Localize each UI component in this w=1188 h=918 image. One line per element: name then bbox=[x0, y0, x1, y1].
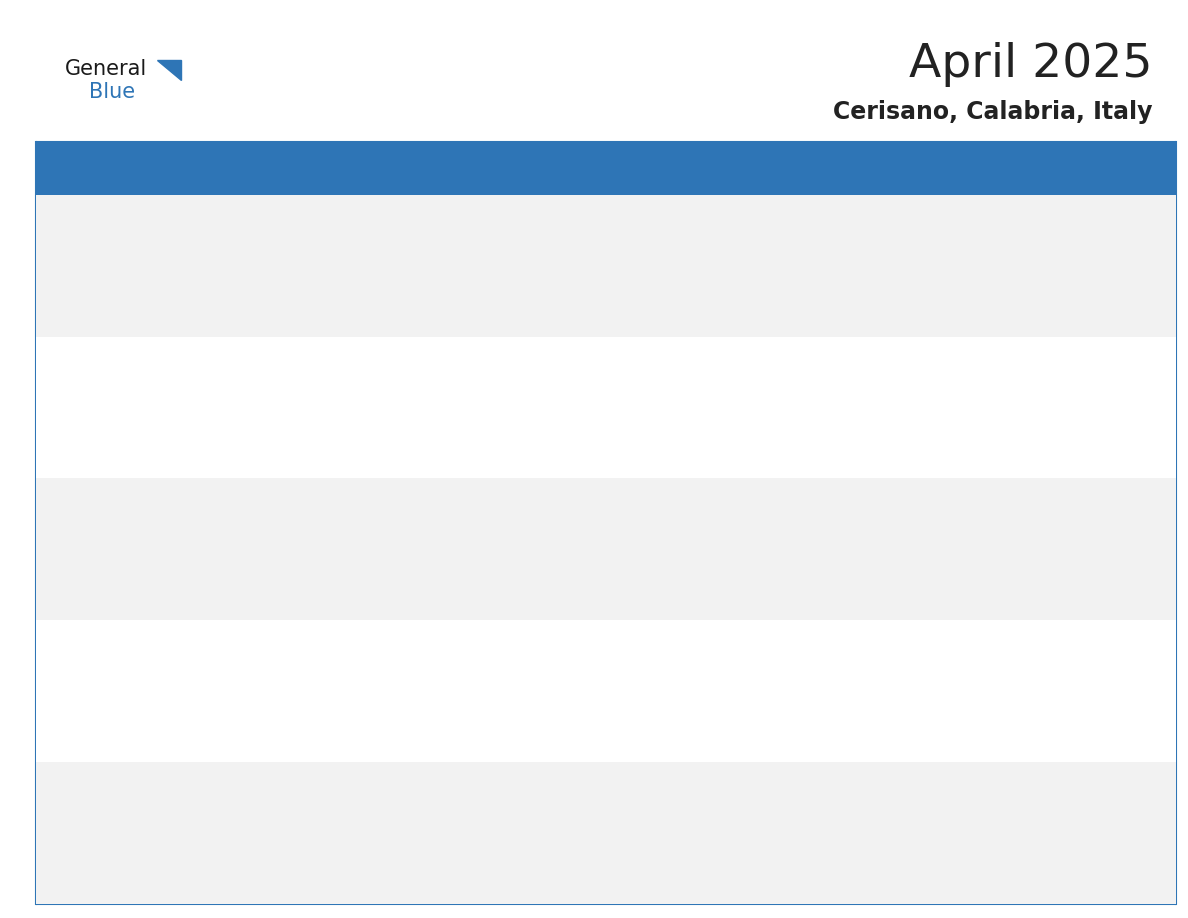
Text: 29: 29 bbox=[369, 768, 390, 784]
Text: Sunrise: 6:11 AM
Sunset: 7:37 PM
Daylight: 13 hours
and 25 minutes.: Sunrise: 6:11 AM Sunset: 7:37 PM Dayligh… bbox=[44, 644, 145, 694]
Text: Sunrise: 6:05 AM
Sunset: 7:41 PM
Daylight: 13 hours
and 35 minutes.: Sunrise: 6:05 AM Sunset: 7:41 PM Dayligh… bbox=[696, 644, 796, 694]
Text: Sunrise: 6:25 AM
Sunset: 7:27 PM
Daylight: 13 hours
and 1 minute.: Sunrise: 6:25 AM Sunset: 7:27 PM Dayligh… bbox=[696, 360, 796, 410]
Text: Sunrise: 6:20 AM
Sunset: 7:31 PM
Daylight: 13 hours
and 11 minutes.: Sunrise: 6:20 AM Sunset: 7:31 PM Dayligh… bbox=[207, 501, 308, 553]
Text: 8: 8 bbox=[369, 343, 379, 358]
Text: Sunrise: 5:58 AM
Sunset: 7:46 PM
Daylight: 13 hours
and 48 minutes.: Sunrise: 5:58 AM Sunset: 7:46 PM Dayligh… bbox=[532, 785, 633, 836]
Text: Sunrise: 6:15 AM
Sunset: 7:34 PM
Daylight: 13 hours
and 18 minutes.: Sunrise: 6:15 AM Sunset: 7:34 PM Dayligh… bbox=[696, 501, 796, 553]
Text: Blue: Blue bbox=[89, 82, 135, 102]
Text: Sunrise: 6:09 AM
Sunset: 7:38 PM
Daylight: 13 hours
and 28 minutes.: Sunrise: 6:09 AM Sunset: 7:38 PM Dayligh… bbox=[207, 644, 308, 694]
Text: April 2025: April 2025 bbox=[909, 41, 1152, 87]
Text: 9: 9 bbox=[532, 343, 543, 358]
Text: 17: 17 bbox=[696, 485, 715, 500]
Text: Sunrise: 6:12 AM
Sunset: 7:36 PM
Daylight: 13 hours
and 23 minutes.: Sunrise: 6:12 AM Sunset: 7:36 PM Dayligh… bbox=[1022, 501, 1121, 553]
Text: Sunrise: 6:17 AM
Sunset: 7:33 PM
Daylight: 13 hours
and 16 minutes.: Sunrise: 6:17 AM Sunset: 7:33 PM Dayligh… bbox=[532, 501, 633, 553]
Text: 5: 5 bbox=[1022, 201, 1031, 216]
Text: 27: 27 bbox=[44, 768, 63, 784]
Text: 24: 24 bbox=[696, 627, 715, 642]
Text: Sunrise: 6:32 AM
Sunset: 7:23 PM
Daylight: 12 hours
and 51 minutes.: Sunrise: 6:32 AM Sunset: 7:23 PM Dayligh… bbox=[44, 360, 145, 410]
Text: Friday: Friday bbox=[859, 162, 901, 175]
Text: 18: 18 bbox=[859, 485, 878, 500]
Text: Sunrise: 5:59 AM
Sunset: 7:46 PM
Daylight: 13 hours
and 46 minutes.: Sunrise: 5:59 AM Sunset: 7:46 PM Dayligh… bbox=[369, 785, 470, 836]
Text: 1: 1 bbox=[369, 201, 379, 216]
Text: 3: 3 bbox=[696, 201, 706, 216]
Text: Sunrise: 6:24 AM
Sunset: 7:28 PM
Daylight: 13 hours
and 3 minutes.: Sunrise: 6:24 AM Sunset: 7:28 PM Dayligh… bbox=[859, 360, 959, 410]
Text: 26: 26 bbox=[1022, 627, 1041, 642]
Text: 13: 13 bbox=[44, 485, 63, 500]
Text: Sunrise: 6:27 AM
Sunset: 7:26 PM
Daylight: 12 hours
and 58 minutes.: Sunrise: 6:27 AM Sunset: 7:26 PM Dayligh… bbox=[532, 360, 633, 410]
Text: 25: 25 bbox=[859, 627, 878, 642]
Text: 20: 20 bbox=[44, 627, 63, 642]
Text: Monday: Monday bbox=[207, 162, 261, 175]
Text: 15: 15 bbox=[369, 485, 388, 500]
Text: Sunrise: 6:07 AM
Sunset: 7:40 PM
Daylight: 13 hours
and 32 minutes.: Sunrise: 6:07 AM Sunset: 7:40 PM Dayligh… bbox=[532, 644, 633, 694]
Text: Sunrise: 6:35 AM
Sunset: 7:21 PM
Daylight: 12 hours
and 46 minutes.: Sunrise: 6:35 AM Sunset: 7:21 PM Dayligh… bbox=[859, 218, 959, 268]
Text: Sunrise: 6:22 AM
Sunset: 7:29 PM
Daylight: 13 hours
and 6 minutes.: Sunrise: 6:22 AM Sunset: 7:29 PM Dayligh… bbox=[1022, 360, 1121, 410]
Text: 11: 11 bbox=[859, 343, 878, 358]
Text: 14: 14 bbox=[207, 485, 226, 500]
Text: Tuesday: Tuesday bbox=[369, 162, 426, 175]
Text: Cerisano, Calabria, Italy: Cerisano, Calabria, Italy bbox=[833, 100, 1152, 124]
Text: General: General bbox=[65, 59, 147, 79]
Text: 4: 4 bbox=[859, 201, 868, 216]
Text: Sunrise: 6:30 AM
Sunset: 7:24 PM
Daylight: 12 hours
and 53 minutes.: Sunrise: 6:30 AM Sunset: 7:24 PM Dayligh… bbox=[207, 360, 308, 410]
Text: Thursday: Thursday bbox=[696, 162, 760, 175]
Text: 23: 23 bbox=[532, 627, 552, 642]
Text: Sunday: Sunday bbox=[44, 162, 96, 175]
Text: Sunrise: 6:14 AM
Sunset: 7:35 PM
Daylight: 13 hours
and 20 minutes.: Sunrise: 6:14 AM Sunset: 7:35 PM Dayligh… bbox=[859, 501, 959, 553]
Text: Sunrise: 6:39 AM
Sunset: 7:18 PM
Daylight: 12 hours
and 38 minutes.: Sunrise: 6:39 AM Sunset: 7:18 PM Dayligh… bbox=[369, 218, 470, 268]
Text: 16: 16 bbox=[532, 485, 552, 500]
Text: Sunrise: 6:21 AM
Sunset: 7:30 PM
Daylight: 13 hours
and 8 minutes.: Sunrise: 6:21 AM Sunset: 7:30 PM Dayligh… bbox=[44, 501, 145, 553]
Text: 19: 19 bbox=[1022, 485, 1041, 500]
Text: 12: 12 bbox=[1022, 343, 1041, 358]
Text: Sunrise: 6:36 AM
Sunset: 7:20 PM
Daylight: 12 hours
and 43 minutes.: Sunrise: 6:36 AM Sunset: 7:20 PM Dayligh… bbox=[696, 218, 796, 268]
Text: Sunrise: 6:01 AM
Sunset: 7:44 PM
Daylight: 13 hours
and 42 minutes.: Sunrise: 6:01 AM Sunset: 7:44 PM Dayligh… bbox=[44, 785, 145, 836]
Text: Sunrise: 6:33 AM
Sunset: 7:22 PM
Daylight: 12 hours
and 48 minutes.: Sunrise: 6:33 AM Sunset: 7:22 PM Dayligh… bbox=[1022, 218, 1121, 268]
Text: Sunrise: 6:00 AM
Sunset: 7:45 PM
Daylight: 13 hours
and 44 minutes.: Sunrise: 6:00 AM Sunset: 7:45 PM Dayligh… bbox=[207, 785, 308, 836]
Text: 2: 2 bbox=[532, 201, 543, 216]
Text: Saturday: Saturday bbox=[1022, 162, 1085, 175]
Text: Sunrise: 6:08 AM
Sunset: 7:39 PM
Daylight: 13 hours
and 30 minutes.: Sunrise: 6:08 AM Sunset: 7:39 PM Dayligh… bbox=[369, 644, 470, 694]
Text: Sunrise: 6:18 AM
Sunset: 7:32 PM
Daylight: 13 hours
and 13 minutes.: Sunrise: 6:18 AM Sunset: 7:32 PM Dayligh… bbox=[369, 501, 470, 553]
Text: Wednesday: Wednesday bbox=[532, 162, 613, 175]
Text: 6: 6 bbox=[44, 343, 53, 358]
Text: 10: 10 bbox=[696, 343, 715, 358]
Text: 28: 28 bbox=[207, 768, 226, 784]
Text: Sunrise: 6:04 AM
Sunset: 7:42 PM
Daylight: 13 hours
and 37 minutes.: Sunrise: 6:04 AM Sunset: 7:42 PM Dayligh… bbox=[859, 644, 959, 694]
Text: Sunrise: 6:29 AM
Sunset: 7:25 PM
Daylight: 12 hours
and 56 minutes.: Sunrise: 6:29 AM Sunset: 7:25 PM Dayligh… bbox=[369, 360, 470, 410]
Text: 21: 21 bbox=[207, 627, 226, 642]
Text: Sunrise: 6:38 AM
Sunset: 7:19 PM
Daylight: 12 hours
and 41 minutes.: Sunrise: 6:38 AM Sunset: 7:19 PM Dayligh… bbox=[532, 218, 633, 268]
Text: Sunrise: 6:03 AM
Sunset: 7:43 PM
Daylight: 13 hours
and 39 minutes.: Sunrise: 6:03 AM Sunset: 7:43 PM Dayligh… bbox=[1022, 644, 1121, 694]
Text: 30: 30 bbox=[532, 768, 552, 784]
Text: 7: 7 bbox=[207, 343, 216, 358]
Text: 22: 22 bbox=[369, 627, 388, 642]
